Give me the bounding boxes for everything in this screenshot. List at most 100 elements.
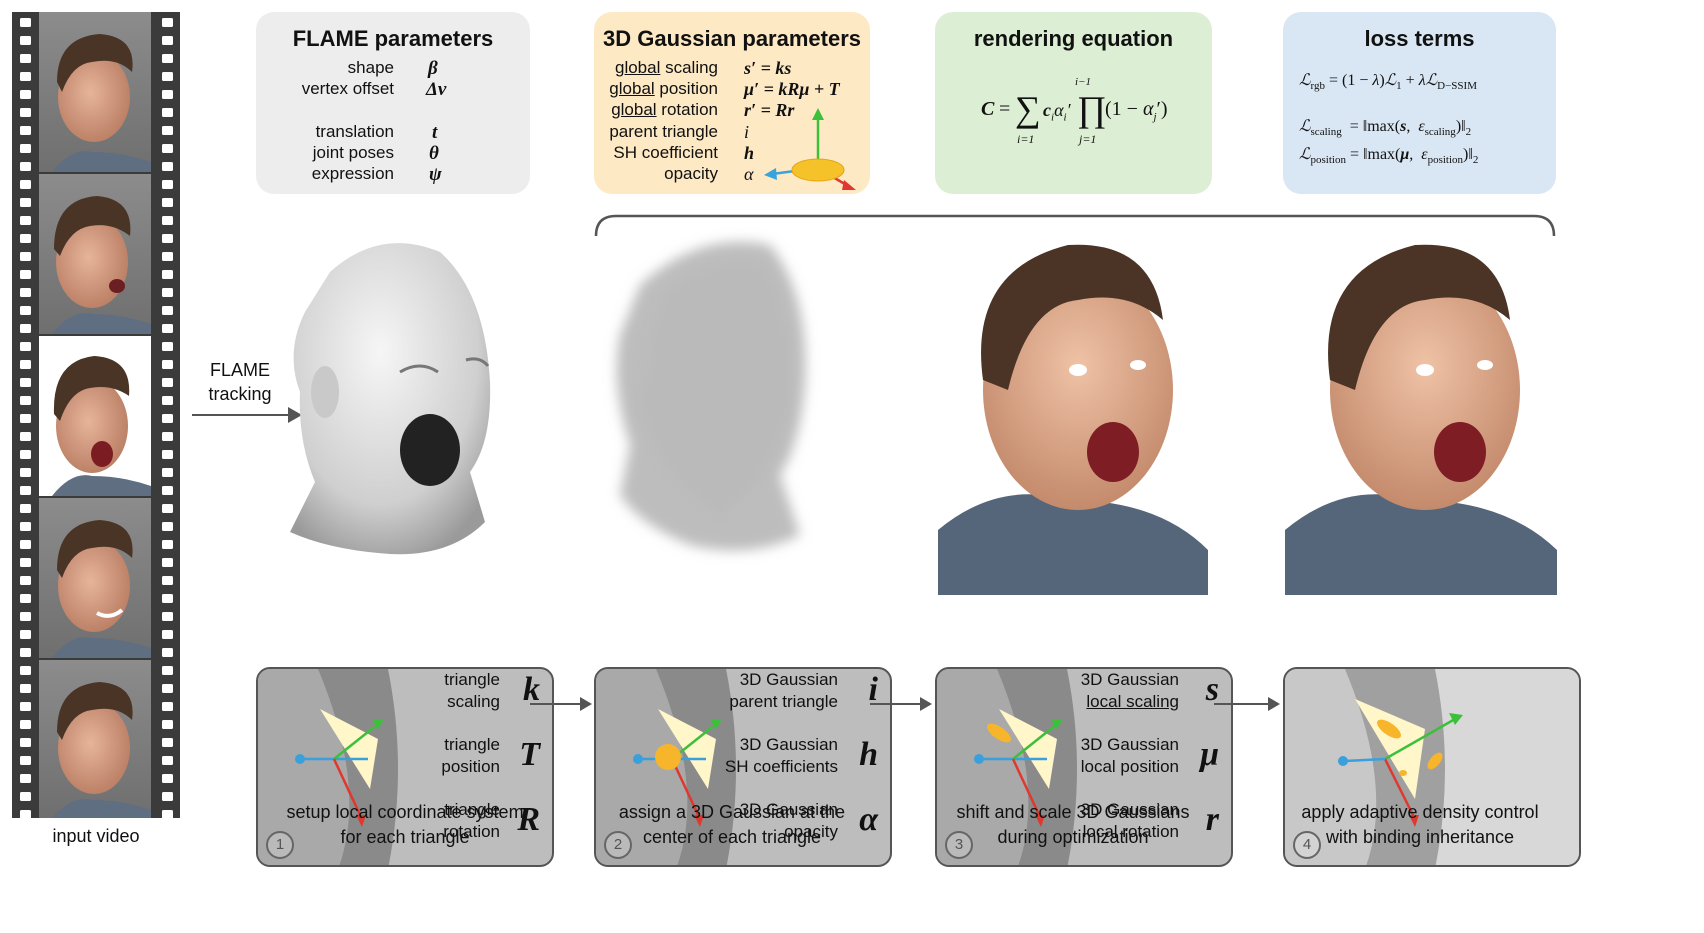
step-number: 1 xyxy=(266,831,294,859)
film-sprocket-hole xyxy=(20,180,31,189)
film-sprocket-hole xyxy=(162,54,173,63)
film-sprocket-hole xyxy=(20,54,31,63)
step-4-box: 4 xyxy=(1283,667,1581,867)
video-frame-3 xyxy=(39,336,151,496)
step-arrow xyxy=(530,697,592,711)
step-3-box: 3D Gaussian local scaling s 3D Gaussian lo… xyxy=(935,667,1233,867)
film-sprocket-hole xyxy=(162,342,173,351)
param-expression: i xyxy=(744,122,750,142)
loss-terms-panel: loss terms ℒrgb = (1 − λ)ℒ1 + λℒD−SSIM ℒ… xyxy=(1283,12,1556,194)
step-item-label: opacity xyxy=(784,822,838,841)
film-sprocket-hole xyxy=(20,234,31,243)
gaussian-parameters-title: 3D Gaussian parameters xyxy=(602,26,862,51)
step-arrow xyxy=(870,697,932,711)
film-sprocket-hole xyxy=(162,378,173,387)
param-label: scaling xyxy=(660,58,718,77)
film-sprocket-hole xyxy=(162,360,173,369)
step-number: 3 xyxy=(945,831,973,859)
flame-parameters-title: FLAME parameters xyxy=(292,26,494,51)
flame-tracking-label: FLAME tracking xyxy=(208,360,272,404)
film-sprocket-hole xyxy=(20,558,31,567)
film-sprocket-hole xyxy=(162,432,173,441)
film-sprocket-hole xyxy=(162,414,173,423)
param-label: opacity xyxy=(664,164,718,183)
video-frame-1 xyxy=(39,12,151,172)
film-sprocket-hole xyxy=(20,378,31,387)
film-sprocket-hole xyxy=(20,198,31,207)
loss-terms-title: loss terms xyxy=(1364,26,1475,51)
video-frame-2 xyxy=(39,174,151,334)
film-sprocket-hole xyxy=(20,216,31,225)
step-item-label: 3D Gaussian xyxy=(739,800,838,819)
film-sprocket-hole xyxy=(20,450,31,459)
film-sprocket-hole xyxy=(162,792,173,801)
film-sprocket-hole xyxy=(162,234,173,243)
film-sprocket-hole xyxy=(162,702,173,711)
gaussian-assign-illustration xyxy=(596,669,736,865)
step-item-symbol: T xyxy=(519,736,540,773)
loss-position: ℒposition = ‖max(μ, εposition)‖2 xyxy=(1299,146,1479,167)
video-frame-5 xyxy=(39,660,151,818)
gaussian-optimize-illustration xyxy=(937,669,1077,865)
step-1-box: triangle scaling k triangle position T tri… xyxy=(256,667,554,867)
film-sprocket-hole xyxy=(20,342,31,351)
film-sprocket-hole xyxy=(162,756,173,765)
param-label: parent triangle xyxy=(609,122,718,141)
film-sprocket-hole xyxy=(20,684,31,693)
step-item-label: position xyxy=(441,757,500,776)
param-expression: α xyxy=(744,164,754,184)
film-sprocket-hole xyxy=(20,126,31,135)
step-item-label: 3D Gaussian xyxy=(1080,735,1179,754)
film-sprocket-hole xyxy=(162,630,173,639)
film-sprocket-hole xyxy=(20,810,31,818)
param-expression: h xyxy=(744,143,755,163)
film-sprocket-hole xyxy=(20,432,31,441)
film-sprocket-hole xyxy=(162,72,173,81)
film-sprocket-hole xyxy=(20,270,31,279)
film-sprocket-hole xyxy=(162,594,173,603)
step-item-label: scaling xyxy=(447,692,500,711)
film-strip xyxy=(12,12,180,818)
flame-parameters-panel: FLAME parameters shape β vertex offset Δ… xyxy=(256,12,530,194)
local-coordinate-illustration xyxy=(258,669,398,865)
film-sprocket-hole xyxy=(20,666,31,675)
film-sprocket-hole xyxy=(162,396,173,405)
step-item-label: SH coefficients xyxy=(724,757,838,776)
film-sprocket-hole xyxy=(20,486,31,495)
film-sprocket-hole xyxy=(162,144,173,153)
film-sprocket-hole xyxy=(162,810,173,818)
param-label-underlined: global xyxy=(609,79,655,98)
film-sprocket-hole xyxy=(20,162,31,171)
param-label: translation xyxy=(315,122,394,141)
film-sprocket-hole xyxy=(162,450,173,459)
gaussian-parameters-panel: 3D Gaussian parameters global scaling s′… xyxy=(594,12,870,194)
param-label: vertex offset xyxy=(301,79,394,98)
film-sprocket-hole xyxy=(162,324,173,333)
film-sprocket-hole xyxy=(20,522,31,531)
film-sprocket-hole xyxy=(20,252,31,261)
param-expression: μ′ = kRμ + T xyxy=(744,79,840,99)
film-sprocket-hole xyxy=(162,306,173,315)
film-sprocket-hole xyxy=(162,612,173,621)
step-number: 4 xyxy=(1293,831,1321,859)
rendering-equation-title: rendering equation xyxy=(973,26,1174,51)
step-item-label: rotation xyxy=(443,822,500,841)
film-sprocket-hole xyxy=(20,414,31,423)
film-sprocket-hole xyxy=(20,90,31,99)
film-sprocket-hole xyxy=(162,738,173,747)
step-item-label: 3D Gaussian xyxy=(739,670,838,689)
gaussian-cloud-head xyxy=(616,241,806,551)
film-sprocket-hole xyxy=(20,774,31,783)
film-sprocket-hole xyxy=(162,108,173,117)
film-sprocket-hole xyxy=(20,306,31,315)
film-sprocket-hole xyxy=(162,468,173,477)
step-item-symbol: s xyxy=(1205,671,1219,708)
film-sprocket-hole xyxy=(162,774,173,783)
flame-tracking-arrow xyxy=(192,407,302,423)
film-sprocket-hole xyxy=(20,324,31,333)
film-sprocket-hole xyxy=(162,684,173,693)
film-sprocket-hole xyxy=(20,756,31,765)
film-sprocket-hole xyxy=(20,144,31,153)
step-item-symbol: α xyxy=(859,801,878,838)
param-label: expression xyxy=(311,164,394,183)
